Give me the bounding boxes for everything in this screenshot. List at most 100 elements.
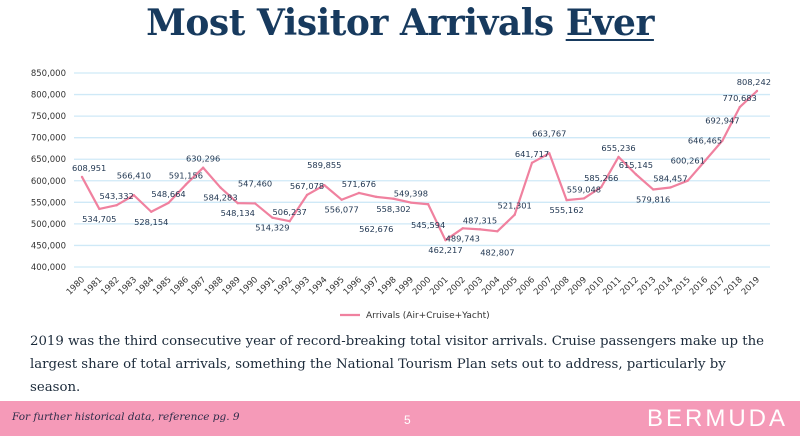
data-label: 600,261	[671, 156, 705, 166]
data-point	[478, 228, 482, 231]
data-point	[323, 183, 326, 187]
data-label: 487,315	[463, 215, 497, 225]
x-tick-label: 1989	[221, 275, 243, 297]
data-label: 534,705	[82, 214, 116, 224]
y-tick-label: 450,000	[31, 241, 66, 251]
data-point	[115, 204, 118, 207]
data-point	[426, 203, 430, 206]
y-tick-label: 500,000	[31, 220, 66, 230]
data-label: 543,332	[99, 191, 133, 201]
legend-label: Arrivals (Air+Cruise+Yacht)	[366, 311, 490, 321]
x-tick-label: 1984	[134, 275, 156, 297]
x-tick-label: 1987	[186, 275, 208, 297]
data-label: 615,145	[619, 160, 653, 170]
data-point	[132, 194, 136, 197]
data-label: 506,237	[273, 207, 307, 217]
data-point	[634, 173, 638, 176]
footer-bar: For further historical data, reference p…	[0, 401, 800, 436]
data-label: 556,077	[324, 205, 358, 215]
data-point	[669, 186, 672, 189]
data-point	[461, 227, 464, 230]
data-label: 646,465	[688, 136, 722, 146]
data-point	[755, 89, 759, 93]
y-tick-label: 700,000	[31, 134, 66, 144]
data-point	[375, 195, 378, 199]
x-tick-label: 2000	[411, 275, 433, 297]
x-tick-label: 2004	[480, 275, 502, 297]
data-point	[340, 198, 343, 201]
x-tick-label: 1995	[324, 275, 346, 297]
data-label: 562,676	[359, 224, 393, 234]
data-point	[236, 201, 239, 205]
x-tick-label: 1996	[342, 275, 364, 297]
data-point	[686, 179, 689, 182]
data-point	[600, 185, 603, 189]
data-label: 462,217	[428, 245, 462, 255]
y-tick-label: 600,000	[31, 177, 66, 187]
x-tick-label: 2011	[601, 275, 623, 297]
y-tick-label: 800,000	[31, 91, 66, 101]
x-tick-label: 1980	[65, 275, 87, 297]
x-tick-label: 2018	[722, 275, 744, 297]
data-label: 692,947	[705, 116, 739, 126]
data-label: 559,048	[567, 184, 601, 194]
data-point	[98, 207, 101, 211]
data-label: 545,594	[411, 220, 445, 230]
data-point	[305, 193, 309, 197]
data-label: 547,460	[238, 178, 272, 188]
data-label: 584,283	[203, 193, 237, 203]
data-point	[80, 175, 84, 179]
page-number: 5	[404, 413, 411, 427]
x-tick-label: 1997	[359, 275, 381, 297]
data-point	[548, 152, 551, 155]
y-tick-label: 550,000	[31, 198, 66, 208]
x-tick-label: 2007	[532, 275, 554, 297]
data-point	[357, 191, 361, 195]
data-point	[721, 139, 724, 142]
data-point	[201, 166, 205, 169]
x-tick-label: 2002	[446, 275, 468, 297]
data-label: 528,154	[134, 217, 168, 227]
x-tick-label: 2012	[619, 275, 641, 297]
data-point	[184, 183, 188, 186]
data-point	[530, 161, 534, 164]
arrivals-line-chart: 400,000 450,000 500,000 550,000 600,000 650,0…	[31, 69, 771, 321]
x-tick-label: 2019	[740, 275, 762, 297]
data-label: 808,242	[737, 77, 771, 87]
data-point	[565, 198, 568, 202]
x-tick-label: 2015	[671, 275, 693, 297]
data-label: 549,398	[394, 189, 428, 199]
x-tick-label: 2009	[567, 275, 589, 297]
x-tick-label: 1985	[151, 275, 173, 297]
title-underlined: Ever	[565, 2, 655, 44]
x-tick-label: 1994	[307, 275, 329, 297]
data-label: 591,156	[169, 171, 203, 181]
data-point	[288, 220, 291, 223]
data-label: 548,664	[151, 189, 185, 199]
x-tick-label: 1999	[394, 275, 416, 297]
x-tick-label: 1993	[290, 275, 312, 297]
data-label: 548,134	[221, 208, 255, 218]
x-tick-label: 2014	[653, 275, 675, 297]
data-label: 555,162	[549, 205, 583, 215]
y-tick-label: 650,000	[31, 155, 66, 165]
data-label: 571,676	[342, 179, 376, 189]
footer-note: For further historical data, reference p…	[12, 411, 240, 423]
data-point	[582, 197, 586, 200]
data-label: 489,743	[446, 233, 480, 243]
data-point	[496, 230, 499, 233]
data-label: 641,717	[515, 149, 549, 159]
x-tick-label: 2005	[497, 275, 519, 297]
y-tick-label: 400,000	[31, 263, 66, 273]
x-tick-label: 1981	[82, 275, 104, 297]
title-text: Most Visitor Arrivals	[146, 2, 566, 44]
page-title: Most Visitor Arrivals Ever	[0, 2, 800, 44]
x-tick-label: 2006	[515, 275, 537, 297]
data-point	[738, 105, 741, 109]
data-label: 558,302	[376, 204, 410, 214]
data-point	[513, 213, 516, 216]
x-tick-label: 1992	[272, 275, 294, 297]
x-tick-label: 2008	[549, 275, 571, 297]
data-point	[617, 155, 620, 159]
x-tick-label: 1986	[169, 275, 191, 297]
